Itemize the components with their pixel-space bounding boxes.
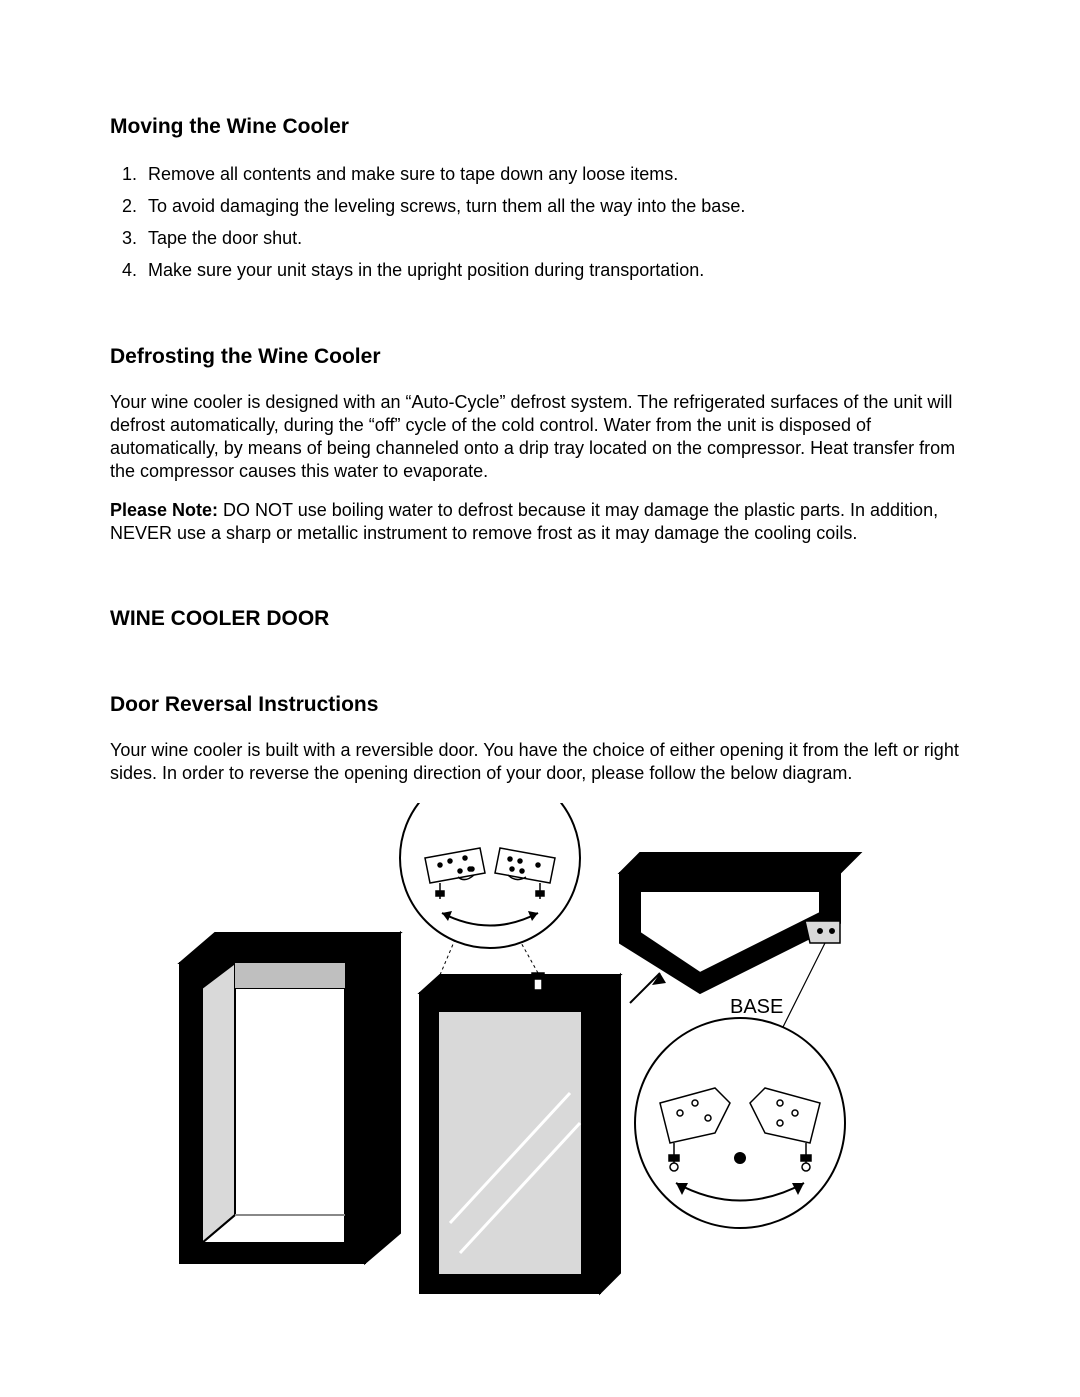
- heading-reversal: Door Reversal Instructions: [110, 693, 970, 717]
- diagram-base-label: BASE: [730, 996, 783, 1018]
- moving-steps-list: Remove all contents and make sure to tap…: [110, 161, 970, 285]
- door-paragraph: Your wine cooler is built with a reversi…: [110, 739, 970, 785]
- heading-defrost: Defrosting the Wine Cooler: [110, 345, 970, 369]
- door-reversal-diagram: BASE: [140, 803, 900, 1313]
- manual-page: Moving the Wine Cooler Remove all conten…: [0, 0, 1080, 1397]
- heading-door: WINE COOLER DOOR: [110, 607, 970, 631]
- list-item: Tape the door shut.: [142, 225, 970, 253]
- note-label: Please Note:: [110, 500, 218, 520]
- defrost-note: Please Note: DO NOT use boiling water to…: [110, 499, 970, 545]
- note-body: DO NOT use boiling water to defrost beca…: [110, 500, 938, 543]
- list-item: Make sure your unit stays in the upright…: [142, 257, 970, 285]
- heading-moving: Moving the Wine Cooler: [110, 115, 970, 139]
- list-item: To avoid damaging the leveling screws, t…: [142, 193, 970, 221]
- defrost-paragraph: Your wine cooler is designed with an “Au…: [110, 391, 970, 483]
- list-item: Remove all contents and make sure to tap…: [142, 161, 970, 189]
